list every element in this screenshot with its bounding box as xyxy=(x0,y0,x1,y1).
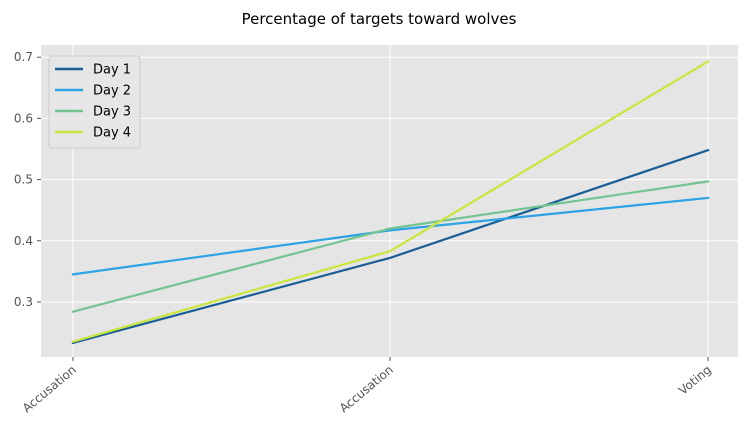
x-axis: Accusation Accusation Voting xyxy=(20,357,714,415)
y-tick-label: 0.4 xyxy=(14,234,33,248)
legend-label: Day 1 xyxy=(93,63,131,78)
series-line-day-4 xyxy=(71,59,710,344)
series-line-day-3 xyxy=(71,180,710,314)
y-tick-label: 0.6 xyxy=(14,111,33,125)
y-tick-label: 0.7 xyxy=(14,50,33,64)
series-line-day-2 xyxy=(71,196,710,276)
legend-label: Day 4 xyxy=(93,126,131,141)
y-tick-label: 0.5 xyxy=(14,173,33,187)
chart-title: Percentage of targets toward wolves xyxy=(242,10,517,28)
series-lines xyxy=(71,59,710,345)
grid xyxy=(41,45,738,357)
legend-box xyxy=(48,55,141,149)
series-line-day-1 xyxy=(71,148,710,345)
x-tick-label: Accusation xyxy=(337,363,396,416)
y-axis: 0.3 0.4 0.5 0.6 0.7 xyxy=(14,50,41,309)
x-tick-label: Voting xyxy=(676,363,714,398)
legend-label: Day 3 xyxy=(93,105,131,120)
y-tick-label: 0.3 xyxy=(14,295,33,309)
legend-label: Day 2 xyxy=(93,84,131,99)
x-tick-label: Accusation xyxy=(20,363,79,416)
legend: Day 1 Day 2 Day 3 Day 4 xyxy=(48,55,141,149)
